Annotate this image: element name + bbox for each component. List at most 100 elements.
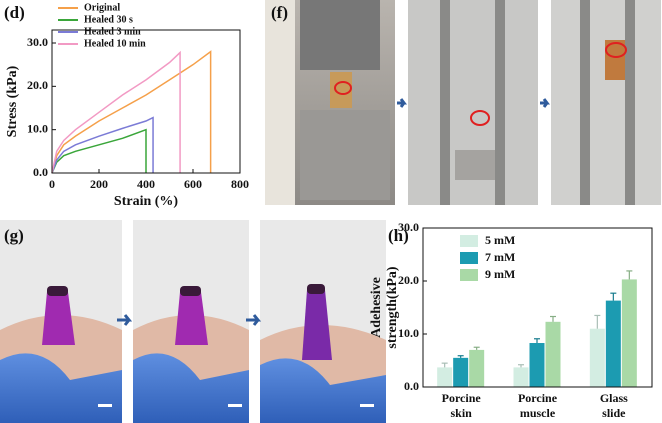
series-line xyxy=(51,50,181,174)
error-bar xyxy=(457,355,464,358)
bar xyxy=(469,349,485,387)
y-axis-label-line: strength(kPa) xyxy=(385,266,400,349)
series-line xyxy=(51,128,147,174)
bar xyxy=(453,357,469,387)
arrow xyxy=(117,314,133,326)
photo xyxy=(0,220,122,423)
x-tick-label-line: Porcine xyxy=(442,391,482,405)
panel-label: (f) xyxy=(271,3,288,22)
error-bar xyxy=(441,362,448,368)
legend-label: Healed 3 min xyxy=(84,26,141,37)
y-tick-label: 30.0 xyxy=(398,220,419,234)
y-tick-label: 10.0 xyxy=(398,326,419,340)
y-tick-label: 10.0 xyxy=(27,121,48,135)
arrow xyxy=(540,98,550,108)
legend-swatch xyxy=(460,235,478,247)
legend-label: 5 mM xyxy=(485,233,515,247)
sample xyxy=(330,72,352,108)
clamp xyxy=(300,0,380,70)
x-tick-label: Glass slide xyxy=(600,391,628,420)
marker xyxy=(605,42,627,58)
rod xyxy=(495,0,505,205)
bar xyxy=(545,321,561,387)
legend-swatch xyxy=(460,252,478,264)
ruler xyxy=(265,0,295,205)
x-tick-label-line: Glass xyxy=(600,391,628,405)
panel-label: (g) xyxy=(4,226,24,245)
x-tick-label: Porcine skin xyxy=(442,391,482,420)
bar xyxy=(605,300,621,387)
marker xyxy=(470,110,490,126)
x-tick-label-line: Porcine xyxy=(518,391,558,405)
clamp xyxy=(300,110,390,200)
rod xyxy=(625,0,635,205)
glove xyxy=(260,358,386,423)
cap xyxy=(47,286,68,296)
scale-bar xyxy=(98,404,112,407)
cap xyxy=(180,286,201,296)
x-tick-label-line: skin xyxy=(450,406,472,420)
arrow xyxy=(246,314,262,326)
rod xyxy=(580,0,590,205)
photo xyxy=(260,220,386,423)
clamp xyxy=(455,150,495,180)
x-tick-label: Porcine muscle xyxy=(518,391,558,420)
x-tick-label: 200 xyxy=(90,177,108,191)
photo xyxy=(133,220,249,423)
plot-frame xyxy=(422,227,653,388)
panel-label: (d) xyxy=(4,3,25,22)
x-tick-label: 600 xyxy=(184,177,202,191)
y-tick-label: 20.0 xyxy=(27,78,48,92)
rod xyxy=(440,0,450,205)
tube xyxy=(175,292,208,345)
tube xyxy=(302,290,332,360)
error-bar xyxy=(550,315,556,322)
bar xyxy=(437,367,453,387)
x-axis-label: Strain (%) xyxy=(114,194,179,209)
panel-label: (h) xyxy=(388,226,409,245)
x-tick-label: 0 xyxy=(49,177,55,191)
scale-bar xyxy=(360,404,374,407)
legend-label: 7 mM xyxy=(485,250,515,264)
arrow xyxy=(397,98,407,108)
legend-label: 9 mM xyxy=(485,267,515,281)
y-axis-label-line: Adehesive xyxy=(369,277,384,338)
error-bar xyxy=(626,270,633,280)
x-tick-label-line: slide xyxy=(602,406,626,420)
bar xyxy=(589,328,605,387)
error-bar xyxy=(594,314,601,329)
y-axis-label: Adehesivestrength(kPa) xyxy=(369,266,400,349)
bar xyxy=(529,343,545,387)
x-tick-label-line: muscle xyxy=(520,406,556,420)
error-bar xyxy=(610,292,617,301)
y-tick-label: 30.0 xyxy=(27,35,48,49)
series-line xyxy=(51,116,154,174)
scale-bar xyxy=(228,404,242,407)
photo xyxy=(551,0,661,205)
plot-frame xyxy=(51,29,241,174)
y-tick-label: 20.0 xyxy=(398,273,419,287)
bar xyxy=(513,367,529,387)
legend-label: Healed 10 min xyxy=(84,38,146,49)
x-tick-label: 400 xyxy=(137,177,155,191)
y-axis-label: Stress (kPa) xyxy=(5,65,20,137)
error-bar xyxy=(534,338,540,344)
glove xyxy=(133,353,249,423)
legend-swatch xyxy=(460,269,478,281)
marker xyxy=(334,81,352,95)
error-bar xyxy=(473,346,480,350)
series-line xyxy=(51,50,212,174)
sample xyxy=(605,40,625,80)
legend-label: Healed 30 s xyxy=(84,14,133,25)
cap xyxy=(307,284,325,294)
error-bar xyxy=(518,364,524,368)
legend-label: Original xyxy=(84,2,120,13)
photo-panel-f xyxy=(265,0,661,205)
glove xyxy=(0,353,122,423)
y-tick-label: 0.0 xyxy=(33,165,48,179)
photo-panel-g xyxy=(0,220,386,423)
x-tick-label: 800 xyxy=(231,177,249,191)
bar xyxy=(621,279,637,387)
y-tick-label: 0.0 xyxy=(404,379,419,393)
